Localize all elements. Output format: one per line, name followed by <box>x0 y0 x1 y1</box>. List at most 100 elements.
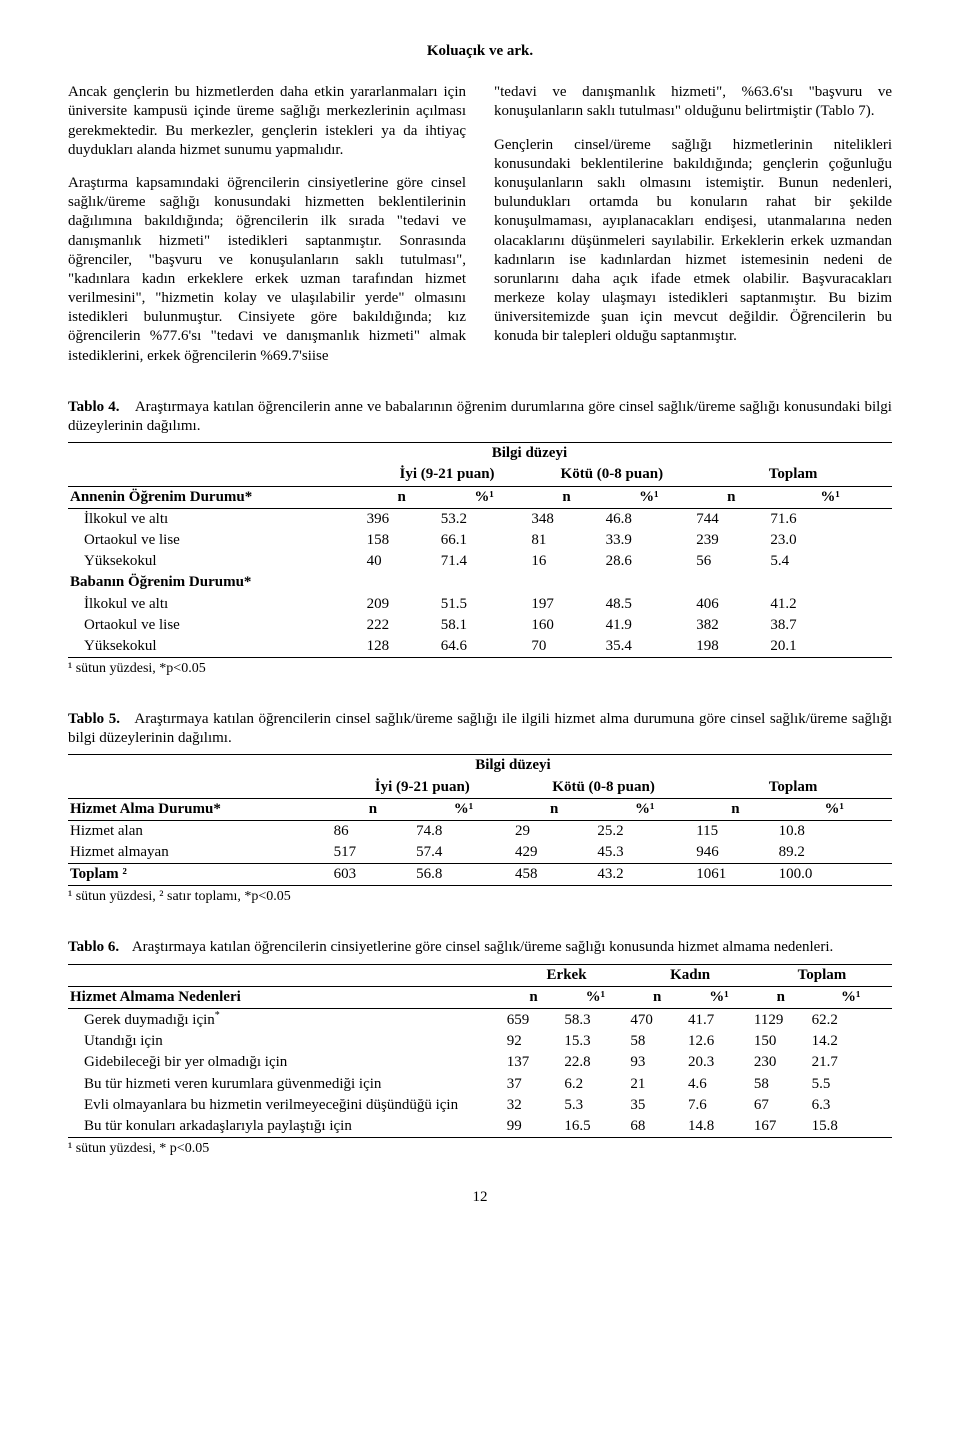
cell: n <box>694 486 768 508</box>
cell: n <box>752 986 810 1008</box>
cell: 7.6 <box>686 1095 752 1116</box>
cell: %¹ <box>686 986 752 1008</box>
cell: 62.2 <box>810 1008 892 1031</box>
cell: 38.7 <box>768 615 892 636</box>
cell: 15.3 <box>562 1031 628 1052</box>
cell: 43.2 <box>595 864 694 886</box>
cell: 99 <box>505 1116 563 1138</box>
cell: %¹ <box>562 986 628 1008</box>
cell: 209 <box>365 594 439 615</box>
table-row: İyi (9-21 puan)Kötü (0-8 puan)Toplam <box>68 464 892 486</box>
row-label: İlkokul ve altı <box>68 508 365 530</box>
cell <box>604 572 695 593</box>
cell: 40 <box>365 551 439 572</box>
cell: 458 <box>513 864 595 886</box>
cell: 93 <box>628 1052 686 1073</box>
cell: n <box>628 986 686 1008</box>
table6-label: Tablo 6. <box>68 939 119 955</box>
super-header: Bilgi düzeyi <box>365 443 695 464</box>
cell: 29 <box>513 820 595 842</box>
cell: 12.6 <box>686 1031 752 1052</box>
table4-label: Tablo 4. <box>68 399 119 415</box>
cell: 744 <box>694 508 768 530</box>
body-right-column: "tedavi ve danışmanlık hizmeti", %63.6's… <box>494 83 892 366</box>
cell: 66.1 <box>439 530 530 551</box>
cell: 382 <box>694 615 768 636</box>
table-row: Ortaokul ve lise15866.18133.923923.0 <box>68 530 892 551</box>
table-row: Evli olmayanlara bu hizmetin verilmeyece… <box>68 1095 892 1116</box>
table4-caption-text: Araştırmaya katılan öğrencilerin anne ve… <box>68 399 892 434</box>
table-row: Hizmet almayan51757.442945.394689.2 <box>68 842 892 864</box>
row-label: Gerek duymadığı için* <box>68 1008 505 1031</box>
cell: 16 <box>529 551 603 572</box>
cell: 64.6 <box>439 636 530 658</box>
cell: 28.6 <box>604 551 695 572</box>
cell: 14.2 <box>810 1031 892 1052</box>
cell <box>68 443 365 464</box>
cell: 56 <box>694 551 768 572</box>
body-left-column: Ancak gençlerin bu hizmetlerden daha etk… <box>68 83 466 366</box>
table4: Bilgi düzeyiİyi (9-21 puan)Kötü (0-8 pua… <box>68 443 892 658</box>
cell: 37 <box>505 1074 563 1095</box>
cell: 71.6 <box>768 508 892 530</box>
row-header: Annenin Öğrenim Durumu* <box>68 486 365 508</box>
group-header: Kötü (0-8 puan) <box>529 464 694 486</box>
table5: Bilgi düzeyiİyi (9-21 puan)Kötü (0-8 pua… <box>68 755 892 886</box>
cell <box>439 572 530 593</box>
row-label: Hizmet alan <box>68 820 332 842</box>
group-header: Erkek <box>505 965 629 987</box>
cell <box>694 572 768 593</box>
cell: 23.0 <box>768 530 892 551</box>
table5-footnote: ¹ sütun yüzdesi, ² satır toplamı, *p<0.0… <box>68 888 892 906</box>
cell: 5.5 <box>810 1074 892 1095</box>
table-row: Gidebileceği bir yer olmadığı için13722.… <box>68 1052 892 1073</box>
cell: 230 <box>752 1052 810 1073</box>
cell: %¹ <box>810 986 892 1008</box>
cell: 58 <box>752 1074 810 1095</box>
table-row: Utandığı için9215.35812.615014.2 <box>68 1031 892 1052</box>
cell: %¹ <box>595 798 694 820</box>
row-label: Gidebileceği bir yer olmadığı için <box>68 1052 505 1073</box>
group-header: Kötü (0-8 puan) <box>513 777 694 799</box>
cell: 222 <box>365 615 439 636</box>
table-row: Hizmet alan8674.82925.211510.8 <box>68 820 892 842</box>
cell: 5.3 <box>562 1095 628 1116</box>
table-row: Bu tür konuları arkadaşlarıyla paylaştığ… <box>68 1116 892 1138</box>
cell: 946 <box>694 842 776 864</box>
cell: 470 <box>628 1008 686 1031</box>
cell: 100.0 <box>777 864 892 886</box>
cell: 33.9 <box>604 530 695 551</box>
cell: 41.9 <box>604 615 695 636</box>
cell: n <box>694 798 776 820</box>
row-label: Bu tür konuları arkadaşlarıyla paylaştığ… <box>68 1116 505 1138</box>
super-header: Bilgi düzeyi <box>332 755 695 776</box>
cell: 115 <box>694 820 776 842</box>
cell: 5.4 <box>768 551 892 572</box>
table5-caption: Tablo 5. Araştırmaya katılan öğrencileri… <box>68 710 892 748</box>
group-header: Toplam <box>694 777 892 799</box>
cell: 197 <box>529 594 603 615</box>
cell: 67 <box>752 1095 810 1116</box>
cell: 22.8 <box>562 1052 628 1073</box>
group-header: İyi (9-21 puan) <box>332 777 513 799</box>
cell: 6.2 <box>562 1074 628 1095</box>
row-total: Toplam ² <box>68 864 332 886</box>
cell: 150 <box>752 1031 810 1052</box>
cell: n <box>513 798 595 820</box>
cell: %¹ <box>414 798 513 820</box>
paragraph: Araştırma kapsamındaki öğrencilerin cins… <box>68 174 466 366</box>
table-row: Toplam ²60356.845843.21061100.0 <box>68 864 892 886</box>
table-row: İlkokul ve altı39653.234846.874471.6 <box>68 508 892 530</box>
table-row: İyi (9-21 puan)Kötü (0-8 puan)Toplam <box>68 777 892 799</box>
cell: 86 <box>332 820 414 842</box>
cell <box>365 572 439 593</box>
table-row: Bu tür hizmeti veren kurumlara güvenmedi… <box>68 1074 892 1095</box>
row-header: Hizmet Alma Durumu* <box>68 798 332 820</box>
cell: 137 <box>505 1052 563 1073</box>
table-row: ErkekKadınToplam <box>68 965 892 987</box>
cell: 57.4 <box>414 842 513 864</box>
paragraph: Gençlerin cinsel/üreme sağlığı hizmetler… <box>494 136 892 347</box>
cell: n <box>332 798 414 820</box>
cell <box>68 777 332 799</box>
cell: 70 <box>529 636 603 658</box>
